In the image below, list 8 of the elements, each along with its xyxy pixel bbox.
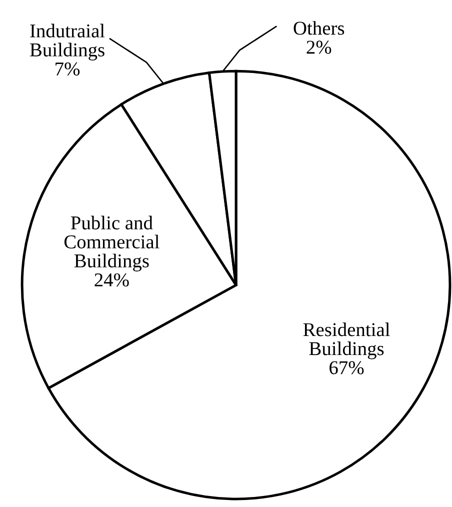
data-label: 7% xyxy=(56,62,80,76)
slice-label: Residential Buildings xyxy=(303,322,390,360)
slice-label: Indutraial Buildings xyxy=(30,24,105,60)
slice-label: Public and Commercial Buildings xyxy=(64,216,160,272)
data-label: 24% xyxy=(94,273,129,287)
slice-label: Others xyxy=(294,21,344,35)
data-label: 2% xyxy=(306,40,332,54)
data-label: 67% xyxy=(330,361,364,374)
